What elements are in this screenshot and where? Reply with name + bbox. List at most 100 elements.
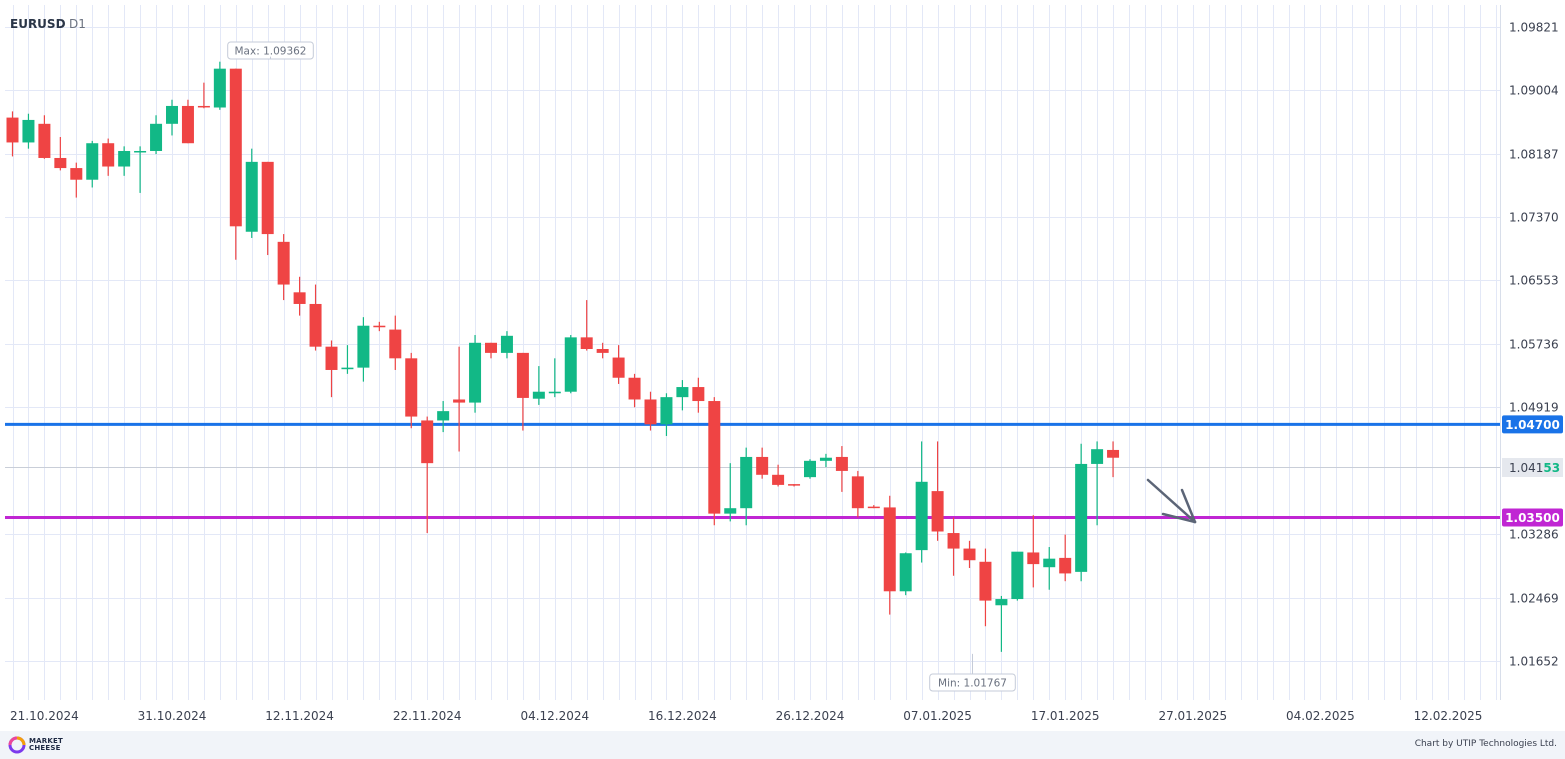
candle-body xyxy=(421,420,434,464)
candle xyxy=(1011,551,1024,601)
candle-body xyxy=(500,335,513,353)
candle xyxy=(1107,441,1120,478)
symbol-label: EURUSD xyxy=(10,17,66,31)
candle-body xyxy=(532,391,545,399)
candle xyxy=(548,358,561,398)
candle-body xyxy=(612,357,625,378)
trend-arrow xyxy=(1146,478,1197,524)
grid xyxy=(5,5,1500,700)
candle xyxy=(341,345,354,374)
candle xyxy=(309,284,322,351)
date-tick-label: 07.01.2025 xyxy=(903,709,972,723)
candle-body xyxy=(883,507,896,592)
date-tick-label: 17.01.2025 xyxy=(1031,709,1100,723)
candle xyxy=(628,373,641,408)
candle xyxy=(405,352,418,429)
candle-body xyxy=(1075,463,1088,572)
candle xyxy=(6,111,19,157)
candle xyxy=(325,340,338,398)
candle-body xyxy=(1043,558,1056,568)
candle xyxy=(150,115,163,155)
date-tick-label: 27.01.2025 xyxy=(1158,709,1227,723)
candle xyxy=(421,416,434,534)
candle xyxy=(724,463,737,522)
candle xyxy=(979,548,992,627)
level-price-tag xyxy=(1502,508,1563,527)
price-tick-label: 1.06553 xyxy=(1509,274,1559,288)
price-tick-label: 1.07370 xyxy=(1509,211,1559,225)
candle-body xyxy=(1027,552,1040,565)
candle-body xyxy=(915,481,928,551)
candle-body xyxy=(469,342,482,403)
price-tick-label: 1.05736 xyxy=(1509,338,1559,352)
candle-body xyxy=(1107,449,1120,458)
candle-body xyxy=(548,391,561,394)
candle-body xyxy=(197,105,210,108)
logo-line1: MARKET xyxy=(29,737,63,745)
candle-body xyxy=(851,476,864,509)
candle-body xyxy=(213,68,226,108)
candle xyxy=(357,317,370,382)
max-label-text: Max: 1.09362 xyxy=(234,46,306,58)
candle xyxy=(134,146,147,193)
candle-body xyxy=(724,508,737,514)
candles[interactable] xyxy=(6,61,1120,652)
candle xyxy=(564,335,577,394)
candle xyxy=(756,447,769,479)
candle xyxy=(660,393,673,436)
candle xyxy=(22,113,35,149)
candle xyxy=(1075,443,1088,582)
candle xyxy=(389,315,402,370)
level-lines[interactable] xyxy=(5,422,1500,520)
candle xyxy=(516,352,529,431)
candle-body xyxy=(245,161,258,232)
candle xyxy=(644,391,657,431)
candle xyxy=(947,517,960,576)
logo-wordmark: MARKET CHEESE xyxy=(29,738,63,752)
candle xyxy=(788,484,801,487)
candle-body xyxy=(38,123,51,158)
candle xyxy=(532,366,545,405)
candle-body xyxy=(102,143,115,167)
candle-body xyxy=(772,474,785,485)
candle-body xyxy=(788,484,801,486)
candle-body xyxy=(6,117,19,143)
candle xyxy=(293,276,306,316)
level-price-tag xyxy=(1502,415,1563,434)
candle-body xyxy=(804,460,816,478)
date-tick-label: 12.02.2025 xyxy=(1414,709,1483,723)
candle xyxy=(54,137,67,171)
candle xyxy=(245,148,258,238)
candle xyxy=(1091,441,1104,526)
date-tick-label: 16.12.2024 xyxy=(648,709,717,723)
candle-body xyxy=(22,119,35,143)
candle xyxy=(181,99,194,144)
candle xyxy=(453,346,466,452)
candle xyxy=(485,342,497,359)
candle-body xyxy=(437,411,450,421)
date-tick-label: 04.12.2024 xyxy=(520,709,589,723)
candle-body xyxy=(86,143,99,180)
level-price-tag-text: 1.04700 xyxy=(1505,418,1560,432)
candle xyxy=(708,397,721,526)
logo-line2: CHEESE xyxy=(29,744,61,752)
candle-body xyxy=(931,491,944,532)
candle xyxy=(373,321,386,332)
timeframe-label: D1 xyxy=(69,17,86,31)
date-tick-label: 12.11.2024 xyxy=(265,709,334,723)
candle xyxy=(899,552,912,596)
candle-body xyxy=(70,168,83,180)
date-tick-label: 22.11.2024 xyxy=(393,709,462,723)
candle-body xyxy=(150,123,163,151)
candle xyxy=(70,162,83,198)
candle-body xyxy=(166,105,178,124)
candle xyxy=(995,595,1008,652)
candle xyxy=(772,464,785,487)
candle xyxy=(883,495,896,615)
price-tick-label: 1.03286 xyxy=(1509,528,1559,542)
candle-body xyxy=(181,105,194,144)
candle xyxy=(596,342,609,359)
price-tick-label: 1.08187 xyxy=(1509,148,1559,162)
candle-body xyxy=(564,337,577,392)
